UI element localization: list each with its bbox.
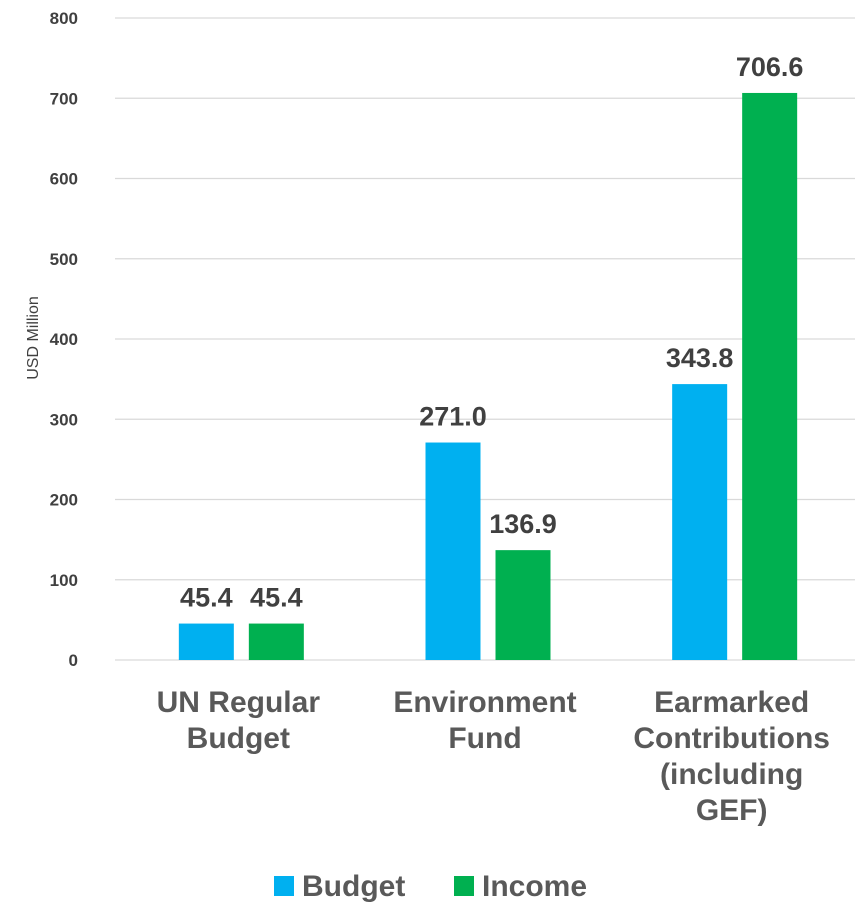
- data-label: 343.8: [666, 343, 734, 373]
- gridlines: [115, 17, 855, 661]
- legend: Budget Income: [274, 870, 587, 903]
- legend-swatch-budget: [274, 876, 294, 896]
- y-axis-ticks: 0 100 200 300 400 500 600 700 800: [50, 9, 78, 670]
- x-category-label: Contributions: [633, 722, 830, 755]
- y-tick-label: 300: [50, 410, 78, 429]
- bars: [178, 92, 798, 661]
- y-tick-label: 100: [50, 571, 78, 590]
- x-category-label: UN Regular: [157, 686, 321, 719]
- y-tick-label: 700: [50, 89, 78, 108]
- y-tick-label: 0: [69, 651, 78, 670]
- legend-label-budget: Budget: [302, 870, 405, 903]
- data-label: 45.4: [180, 583, 233, 613]
- y-tick-label: 800: [50, 9, 78, 28]
- legend-swatch-income: [454, 876, 474, 896]
- y-tick-label: 600: [50, 170, 78, 189]
- data-label: 136.9: [489, 509, 557, 539]
- bar-income: [495, 550, 551, 660]
- x-category-label: GEF): [696, 794, 768, 827]
- x-category-label: (including: [660, 758, 803, 791]
- y-axis-title: USD Million: [25, 296, 42, 380]
- legend-label-income: Income: [482, 870, 587, 903]
- x-category-label: Fund: [448, 722, 521, 755]
- bar-income: [248, 623, 304, 660]
- data-label: 706.6: [736, 52, 804, 82]
- y-tick-label: 200: [50, 491, 78, 510]
- y-tick-label: 400: [50, 330, 78, 349]
- bar-budget: [178, 623, 234, 660]
- x-category-label: Environment: [393, 686, 576, 719]
- x-category-label: Budget: [187, 722, 290, 755]
- y-tick-label: 500: [50, 250, 78, 269]
- data-label: 45.4: [250, 583, 303, 613]
- x-category-label: Earmarked: [654, 686, 809, 719]
- bar-budget: [672, 384, 728, 660]
- data-labels: 45.4 45.4 271.0 136.9 343.8 706.6: [180, 52, 803, 613]
- data-label: 271.0: [419, 402, 487, 432]
- bar-budget: [425, 442, 481, 660]
- bar-income: [742, 92, 798, 661]
